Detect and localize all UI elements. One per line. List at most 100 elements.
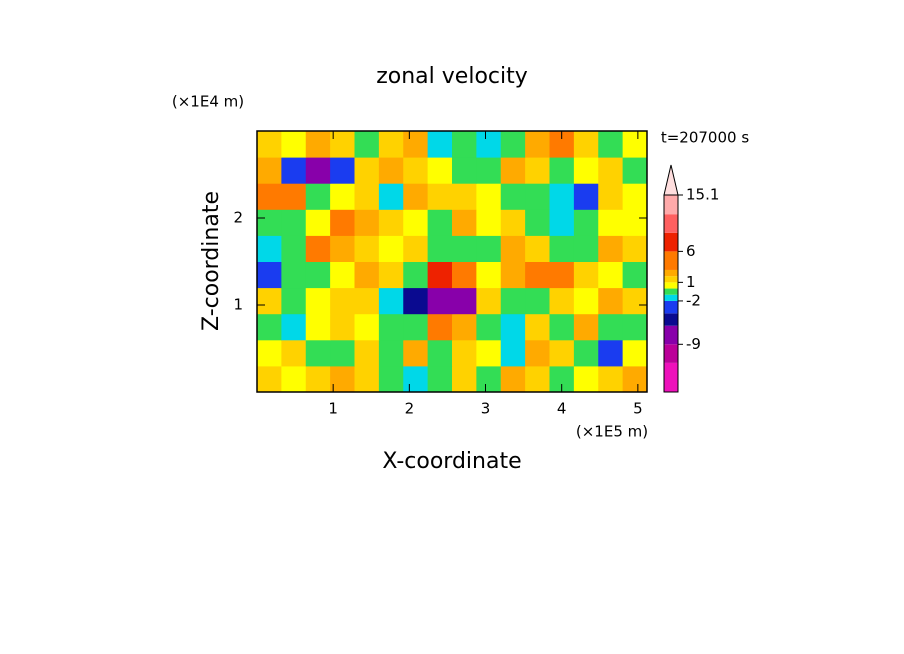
contour-cell	[549, 287, 575, 315]
contour-cell	[549, 261, 575, 289]
contour-cell	[305, 183, 331, 210]
colorbar-band	[664, 313, 678, 326]
contour-cell	[476, 261, 502, 289]
contour-cell	[257, 365, 282, 393]
colorbar-band	[664, 300, 678, 314]
contour-cell	[622, 235, 648, 262]
contour-cell	[403, 261, 429, 289]
contour-cell	[281, 313, 307, 341]
contour-cell	[354, 313, 380, 341]
contour-cell	[305, 339, 331, 367]
contour-cell	[476, 365, 502, 393]
colorbar-extend	[663, 164, 679, 196]
contour-cell	[403, 235, 429, 262]
contour-cell	[549, 157, 575, 184]
contour-cell	[354, 235, 380, 262]
contour-cell	[403, 339, 429, 367]
contour-cell	[525, 261, 550, 289]
chart-title: zonal velocity	[376, 64, 528, 89]
contour-cell	[525, 131, 550, 158]
contour-cell	[281, 131, 307, 158]
y-unit: (×1E4 m)	[172, 93, 244, 111]
contour-cell	[598, 313, 624, 341]
contour-cell	[598, 287, 624, 315]
x-tick-label: 5	[633, 400, 643, 418]
contour-cell	[622, 131, 648, 158]
plot-frame	[256, 130, 648, 393]
contour-cell	[573, 183, 599, 210]
contour-cell	[525, 235, 550, 262]
contour-cell	[598, 131, 624, 158]
colorbar-band	[664, 294, 678, 301]
contour-cell	[354, 157, 380, 184]
contour-cell	[330, 235, 355, 262]
contour-cell	[500, 183, 526, 210]
contour-cell	[427, 261, 453, 289]
colorbar-frame	[663, 194, 679, 393]
contour-cell	[281, 157, 307, 184]
contour-cell	[281, 339, 307, 367]
contour-cell	[622, 183, 648, 210]
contour-cell	[452, 183, 477, 210]
contour-cell	[281, 365, 307, 393]
colorbar-band	[664, 195, 678, 215]
colorbar-tick-label: 15.1	[686, 186, 719, 204]
contour-cell	[427, 235, 453, 262]
time-label: t=207000 s	[661, 129, 749, 147]
contour-cell	[549, 235, 575, 262]
contour-cell	[378, 235, 404, 262]
colorbar-tick-label: -9	[686, 335, 701, 353]
contour-cell	[257, 209, 282, 236]
contour-cell	[257, 313, 282, 341]
contour-cell	[330, 365, 355, 393]
colorbar-band	[664, 282, 678, 289]
contour-cell	[354, 209, 380, 236]
contour-cell	[525, 365, 550, 393]
contour-cell	[598, 365, 624, 393]
contour-cell	[598, 261, 624, 289]
contour-cell	[305, 313, 331, 341]
contour-cell	[598, 235, 624, 262]
contour-cell	[476, 339, 502, 367]
contour-cell	[378, 261, 404, 289]
contour-cell	[500, 339, 526, 367]
contour-cell	[305, 235, 331, 262]
colorbar-tick-label: 6	[686, 242, 696, 260]
contour-cell	[257, 287, 282, 315]
contour-cell	[427, 339, 453, 367]
contour-cell	[354, 131, 380, 158]
x-tick-label: 3	[481, 400, 491, 418]
contour-cell	[427, 209, 453, 236]
contour-cell	[598, 183, 624, 210]
contour-cell	[403, 131, 429, 158]
contour-cell	[330, 287, 355, 315]
contour-cell	[427, 183, 453, 210]
contour-cell	[305, 209, 331, 236]
contour-cell	[500, 287, 526, 315]
colorbar-tick-label: 1	[686, 273, 696, 291]
colorbar-band	[664, 232, 678, 252]
contour-cell	[598, 157, 624, 184]
contour-cell	[305, 131, 331, 158]
contour-cell	[525, 287, 550, 315]
contour-cell	[573, 209, 599, 236]
contour-cell	[330, 339, 355, 367]
contour-cell	[573, 157, 599, 184]
contour-cell	[452, 235, 477, 262]
contour-cell	[330, 157, 355, 184]
contour-cell	[305, 365, 331, 393]
contour-cell	[281, 261, 307, 289]
contour-cell	[622, 157, 648, 184]
contour-cell	[500, 365, 526, 393]
contour-cell	[427, 313, 453, 341]
y-tick-label: 1	[233, 296, 243, 314]
contour-cell	[476, 131, 502, 158]
contour-cell	[622, 339, 648, 367]
colorbar-band	[664, 344, 678, 363]
contour-cell	[378, 131, 404, 158]
contour-cell	[525, 183, 550, 210]
colorbar-band	[664, 251, 678, 270]
contour-cell	[598, 339, 624, 367]
